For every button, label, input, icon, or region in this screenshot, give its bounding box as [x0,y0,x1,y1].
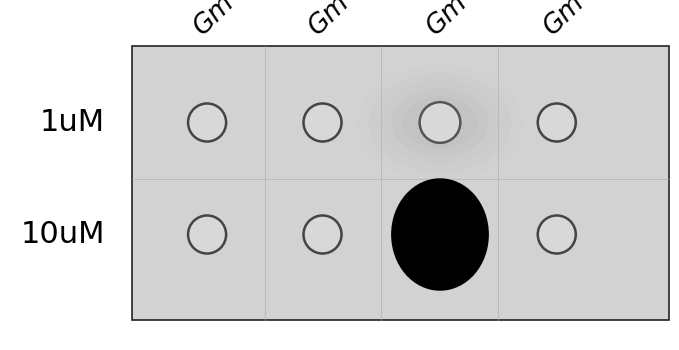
Ellipse shape [358,65,522,180]
Text: Gm-4: Gm-4 [538,0,608,40]
Ellipse shape [369,73,511,173]
Ellipse shape [188,104,226,141]
Text: Gm-2: Gm-2 [304,0,374,40]
Ellipse shape [391,88,489,157]
Ellipse shape [403,96,477,149]
Ellipse shape [391,178,489,291]
Ellipse shape [380,80,500,164]
Ellipse shape [538,216,576,253]
Ellipse shape [188,216,226,253]
Text: Gm-1: Gm-1 [189,0,259,40]
Ellipse shape [304,104,342,141]
Text: 1uM: 1uM [40,108,105,137]
Text: 10uM: 10uM [21,220,105,249]
Ellipse shape [304,216,342,253]
FancyBboxPatch shape [132,46,669,320]
Ellipse shape [420,102,460,143]
Ellipse shape [538,104,576,141]
Text: Gm-3: Gm-3 [422,0,492,40]
